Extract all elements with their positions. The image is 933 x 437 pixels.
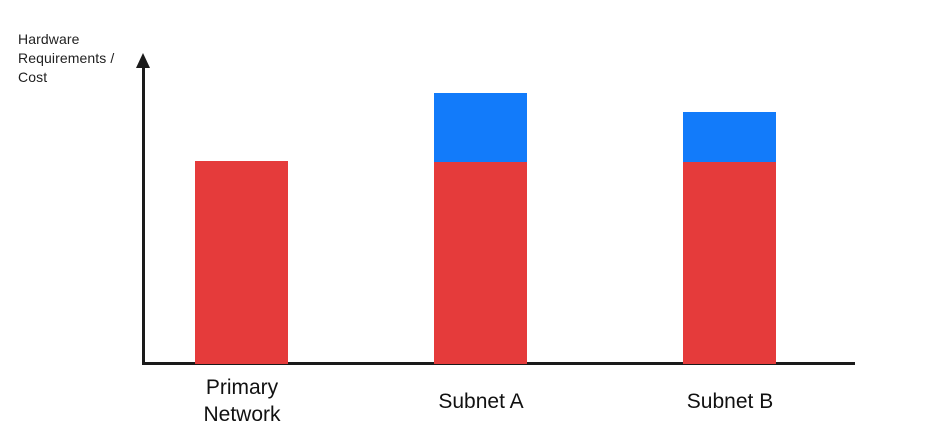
- bar-subnet-a: [434, 93, 527, 364]
- bar-subnet-a-red-segment: [434, 162, 527, 364]
- bar-subnet-b-red-segment: [683, 162, 776, 364]
- y-axis-line: [142, 66, 145, 365]
- y-axis-label-line-3: Cost: [18, 69, 48, 85]
- y-axis-label: Hardware Requirements / Cost: [18, 30, 158, 87]
- bar-subnet-a-blue-segment: [434, 93, 527, 162]
- bar-subnet-b: [683, 112, 776, 364]
- bar-primary-network-red-segment: [195, 161, 288, 364]
- y-axis-arrowhead-icon: [136, 53, 150, 68]
- category-label-subnet-a: Subnet A: [438, 389, 524, 413]
- category-label-primary-network: Primary Network: [203, 376, 281, 426]
- y-axis-label-line-1: Hardware: [18, 31, 80, 47]
- bar-subnet-b-blue-segment: [683, 112, 776, 162]
- category-label-subnet-b: Subnet B: [686, 389, 774, 413]
- y-axis-label-line-2: Requirements /: [18, 50, 115, 66]
- bar-primary-network: [195, 161, 288, 364]
